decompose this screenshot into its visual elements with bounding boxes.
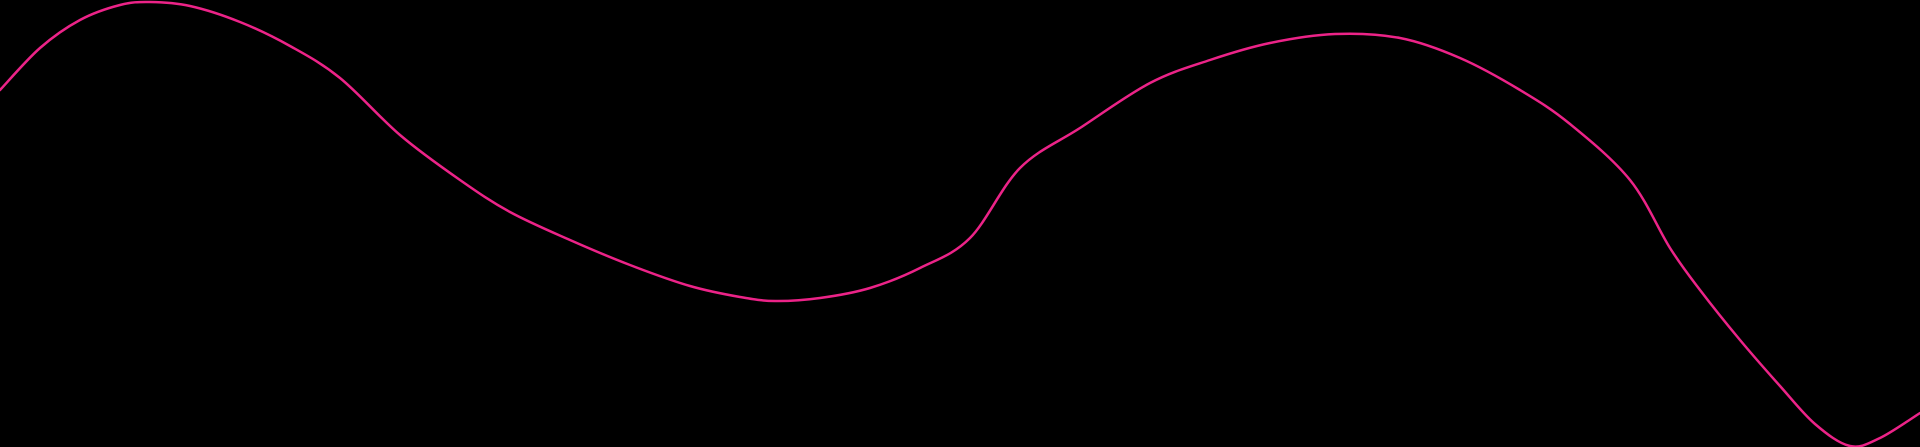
series-group — [0, 0, 1920, 447]
series-line-wave — [0, 0, 1920, 447]
chart-canvas — [0, 0, 1920, 447]
line-chart-svg — [0, 0, 1920, 447]
chart-background — [0, 0, 1920, 447]
